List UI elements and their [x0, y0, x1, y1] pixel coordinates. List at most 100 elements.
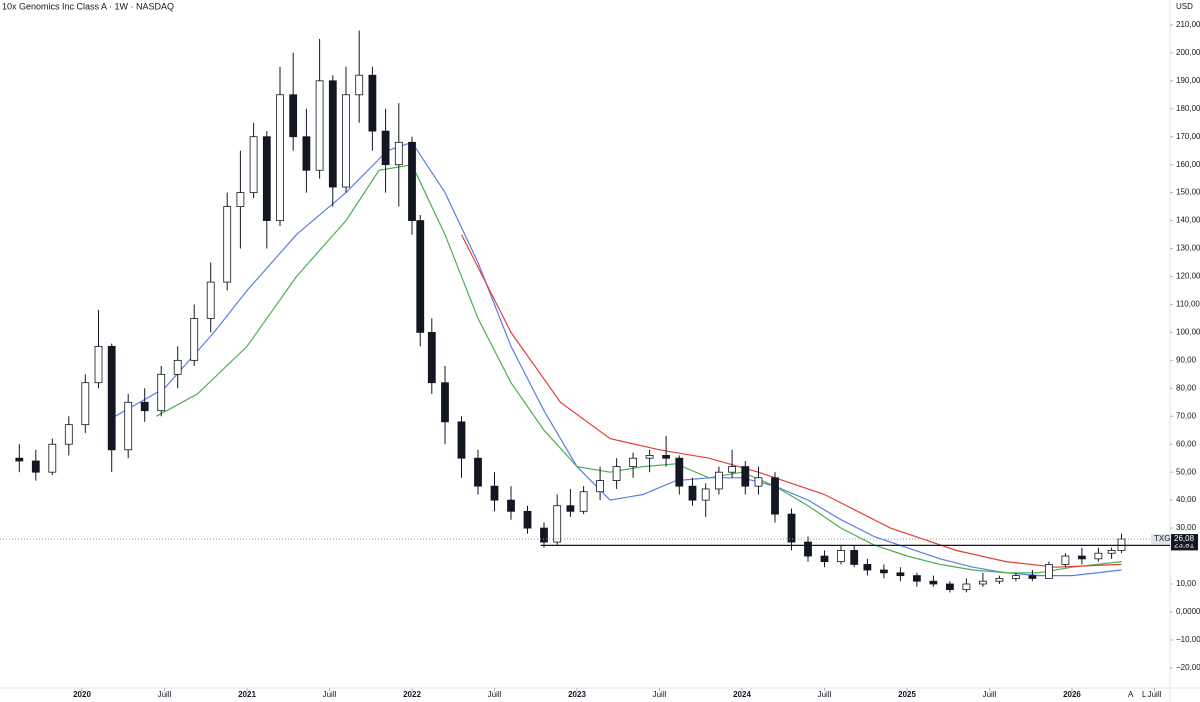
candle-body	[457, 421, 466, 459]
candle-body	[441, 382, 449, 423]
y-tick-label: 50,00	[1176, 467, 1197, 476]
y-tick-label: 150,00	[1176, 188, 1200, 197]
candle-body	[995, 578, 1004, 582]
candle-body	[645, 455, 654, 459]
y-tick-label: 190,00	[1176, 76, 1200, 85]
candle-body	[1107, 550, 1116, 554]
candle-body	[381, 130, 390, 166]
last-price-label: 26,08	[1174, 534, 1195, 543]
x-tick-label: Juill	[653, 690, 667, 699]
last-price-box	[1171, 534, 1198, 545]
y-tick-label: 160,00	[1176, 160, 1200, 169]
candle-body	[688, 485, 697, 501]
candle-body	[879, 569, 888, 574]
candle-body	[289, 94, 298, 138]
candle-body	[837, 550, 845, 563]
scale-button[interactable]: A	[1128, 690, 1134, 699]
candle-body	[94, 345, 103, 384]
scale-button[interactable]: L	[1142, 690, 1147, 699]
symbol-box	[1151, 534, 1170, 545]
candle-body	[1028, 575, 1037, 579]
candle-body	[912, 575, 921, 582]
x-tick-label: Juill	[1148, 690, 1162, 699]
y-tick-label: −20,00	[1176, 663, 1200, 672]
candle-body	[850, 550, 859, 565]
candle-body	[140, 401, 149, 412]
candle-body	[474, 457, 482, 487]
y-tick-label: 0,0000	[1176, 607, 1200, 616]
candle-body	[408, 141, 416, 221]
candle-body	[1061, 555, 1070, 565]
candle-body	[553, 505, 562, 543]
candle-body	[490, 485, 499, 501]
candle-body	[236, 192, 245, 207]
symbol-label: TXG	[1154, 534, 1170, 543]
y-tick-label: 180,00	[1176, 104, 1200, 113]
candle-body	[1077, 555, 1086, 560]
y-tick-label: 70,00	[1176, 411, 1197, 420]
candle-body	[629, 457, 637, 467]
moving-average	[114, 141, 1122, 577]
candle-body	[107, 345, 116, 451]
x-tick-label: Juill	[158, 690, 172, 699]
candle-body	[863, 564, 872, 571]
y-tick-label: 110,00	[1176, 300, 1200, 309]
candle-body	[223, 206, 232, 283]
y-tick-label: −10,00	[1176, 635, 1200, 644]
y-tick-label: 200,00	[1176, 48, 1200, 57]
candle-body	[714, 471, 723, 490]
candle-body	[302, 136, 311, 171]
candle-body	[771, 477, 779, 515]
candle-body	[368, 74, 377, 132]
candle-body	[124, 401, 133, 451]
candle-body	[787, 513, 796, 543]
candle-body	[596, 480, 604, 493]
y-tick-label: 130,00	[1176, 244, 1200, 253]
y-tick-label: 40,00	[1176, 495, 1197, 504]
candle-body	[31, 460, 40, 473]
candle-body	[206, 281, 215, 319]
candle-body	[929, 580, 938, 585]
y-tick-label: 30,00	[1176, 523, 1197, 532]
candle-body	[328, 80, 337, 188]
candle-body	[173, 359, 182, 375]
support-label: 23,81	[1174, 541, 1195, 550]
candle-body	[804, 541, 812, 557]
candle-body	[523, 510, 532, 529]
y-tick-label: 140,00	[1176, 216, 1200, 225]
candle-body	[342, 94, 350, 188]
x-tick-label: 2022	[403, 690, 421, 699]
candle-body	[741, 466, 750, 487]
x-tick-label: 2025	[898, 690, 916, 699]
x-tick-label: 2026	[1063, 690, 1081, 699]
y-tick-label: 90,00	[1176, 355, 1197, 364]
moving-average	[156, 164, 1122, 574]
y-tick-label: 120,00	[1176, 272, 1200, 281]
candle-body	[754, 477, 763, 487]
y-tick-label: 100,00	[1176, 328, 1200, 337]
chart-title: 10x Genomics Inc Class A · 1W · NASDAQ	[2, 1, 174, 11]
x-tick-label: 2024	[733, 690, 751, 699]
candle-body	[262, 136, 271, 221]
candle-body	[190, 318, 199, 361]
candle-body	[896, 572, 905, 577]
candle-body	[15, 457, 24, 462]
candle-body	[276, 94, 284, 221]
candle-body	[315, 80, 324, 171]
candle-body	[675, 457, 684, 487]
y-tick-label: 10,00	[1176, 579, 1197, 588]
candle-body	[48, 443, 57, 473]
x-tick-label: Juill	[818, 690, 832, 699]
y-tick-label: 60,00	[1176, 439, 1197, 448]
candle-body	[662, 455, 670, 459]
x-tick-label: Juill	[983, 690, 997, 699]
candle-body	[962, 583, 971, 590]
candle-body	[945, 583, 954, 590]
candle-body	[416, 220, 425, 333]
y-tick-label: 170,00	[1176, 132, 1200, 141]
candle-body	[64, 424, 73, 445]
x-tick-label: 2021	[238, 690, 256, 699]
candle-body	[540, 527, 548, 543]
x-tick-label: 2020	[73, 690, 91, 699]
